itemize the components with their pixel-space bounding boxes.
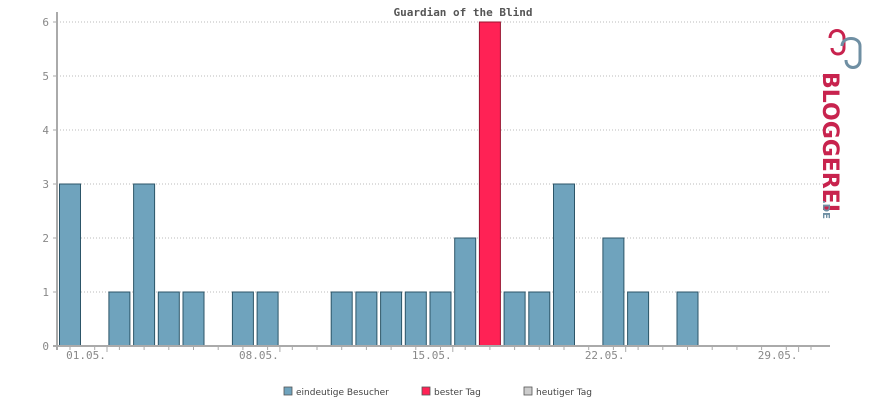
bar xyxy=(380,291,403,347)
x-tick-label: 15.05. xyxy=(412,349,452,362)
bars xyxy=(59,21,699,347)
bar xyxy=(157,291,180,347)
y-tick-label: 2 xyxy=(42,232,49,245)
bar xyxy=(330,291,353,347)
legend: eindeutige Besucher bester Tag heutiger Ta… xyxy=(283,386,592,398)
chart-title: Guardian of the Blind xyxy=(393,6,532,19)
y-tick-label: 6 xyxy=(42,16,49,29)
axes: 0 1 2 3 4 5 6 01.05. 08.05. 15.05. 22.05. 29.05. xyxy=(42,12,830,362)
x-tick-label: 08.05. xyxy=(239,349,279,362)
bar xyxy=(676,291,699,347)
brand-name: BLOGGEREI xyxy=(817,72,842,212)
y-tick-label: 1 xyxy=(42,286,49,299)
y-tick-label: 3 xyxy=(42,178,49,191)
legend-label: bester Tag xyxy=(434,388,481,398)
bar xyxy=(528,291,551,347)
bar xyxy=(108,291,131,347)
bar xyxy=(553,183,575,347)
legend-swatch xyxy=(283,386,293,396)
bar xyxy=(256,291,279,347)
gridlines xyxy=(57,21,830,293)
bar xyxy=(404,291,427,347)
bar xyxy=(59,183,81,347)
x-tick-label: 29.05. xyxy=(758,349,798,362)
x-tick-label: 01.05. xyxy=(66,349,106,362)
legend-swatch xyxy=(523,386,533,396)
bar xyxy=(231,291,254,347)
bar xyxy=(182,291,205,347)
bar-best-day xyxy=(478,21,501,347)
y-tick-label: 5 xyxy=(42,70,49,83)
bar xyxy=(503,291,526,347)
y-tick-label: 4 xyxy=(42,124,49,137)
y-tick-label: 0 xyxy=(42,340,49,353)
bloggerei-logo xyxy=(828,29,862,69)
legend-label: eindeutige Besucher xyxy=(296,388,389,398)
bar xyxy=(454,237,477,347)
legend-label: heutiger Tag xyxy=(536,388,592,398)
bar xyxy=(429,291,452,347)
bar xyxy=(602,237,625,347)
bar xyxy=(133,183,156,347)
legend-swatch xyxy=(421,386,431,396)
brand-suffix: .DE xyxy=(820,200,831,219)
bar xyxy=(627,291,650,347)
bar xyxy=(355,291,378,347)
logo-right-bubble xyxy=(840,37,862,69)
x-tick-label: 22.05. xyxy=(585,349,625,362)
